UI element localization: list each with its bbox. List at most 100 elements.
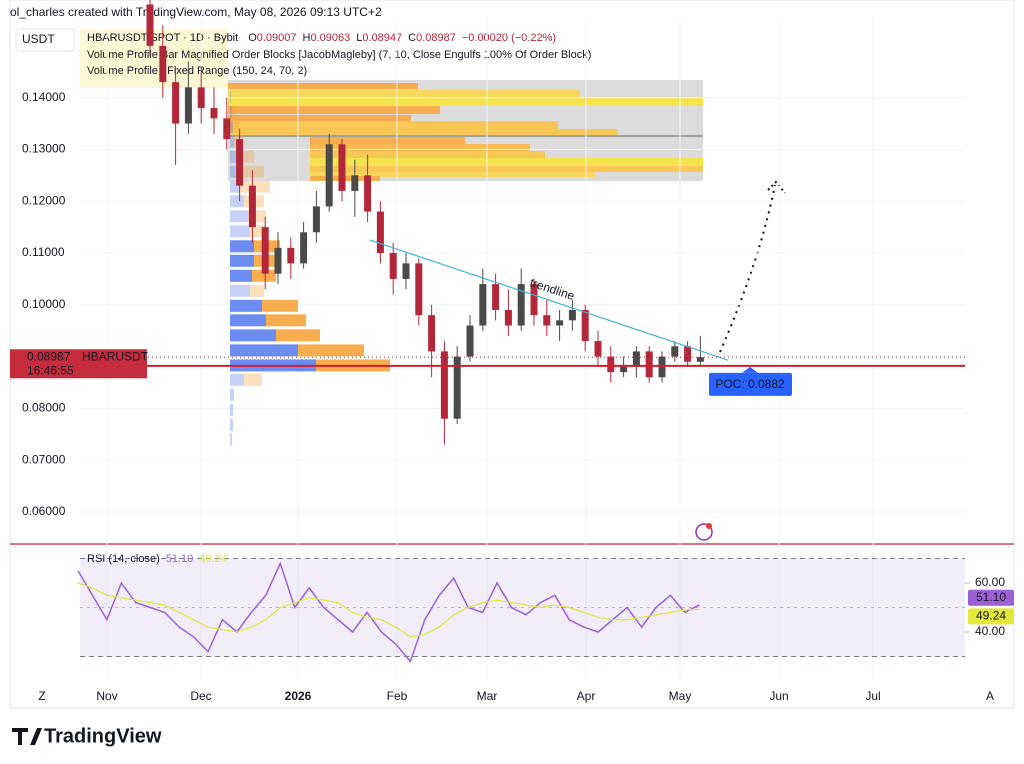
x-tick-label: May [669, 689, 692, 703]
rsi-tick-label: 60.00 [975, 575, 1005, 589]
rsi-value-box [968, 608, 1014, 625]
candle-body [184, 87, 192, 124]
candle-body [517, 284, 525, 326]
candle-body [223, 118, 231, 140]
currency: USDT [22, 32, 55, 46]
volume-down [244, 373, 262, 386]
legend-part: RSI (14, close) [87, 553, 160, 565]
candle-body [402, 263, 410, 279]
legend-symbol: HBARUSDT SPOT · 1D · Bybit O0.09007 H0.090… [87, 32, 556, 44]
event-icon[interactable] [695, 523, 713, 541]
candle-body [325, 144, 333, 207]
candle-body [210, 108, 218, 119]
candle-body [300, 232, 308, 264]
candle-body [684, 346, 692, 362]
y-tick-label: 0.07000 [22, 452, 66, 466]
volume-up [230, 254, 254, 267]
volume-down [250, 284, 264, 297]
legend-part: 0.08947 [362, 32, 402, 44]
candle-body [645, 351, 653, 378]
order-blocks [228, 80, 703, 181]
candle-body [632, 351, 640, 367]
rsi-tick-label: 40.00 [975, 624, 1005, 638]
candle-body [543, 315, 551, 326]
axis-button[interactable]: A [986, 689, 994, 703]
brand-name: TradingView [44, 725, 162, 747]
trendline [369, 239, 729, 361]
x-tick-label: Feb [387, 689, 408, 703]
candle-body [389, 253, 397, 279]
volume-up [230, 388, 234, 401]
volume-up [230, 314, 266, 327]
volume-up [230, 91, 231, 104]
currency-box[interactable] [15, 28, 75, 52]
candle-body [312, 206, 320, 233]
event-dot [706, 523, 712, 529]
rsi-value-label: 51.10 [976, 590, 1006, 604]
volume-up [230, 418, 233, 431]
volume-up [230, 121, 233, 134]
indicator-2: Volume Profile / Fixed Range (150, 24, 7… [87, 65, 307, 77]
candle-body [607, 356, 615, 373]
volume-down [298, 344, 364, 357]
projection-arrow-head [767, 180, 786, 194]
legend-part: C [408, 32, 416, 44]
candle-body [671, 346, 679, 357]
volume-up [230, 195, 244, 208]
poc-pointer [742, 366, 758, 373]
candle-body [287, 247, 295, 264]
volume-up [230, 165, 238, 178]
volume-down [232, 106, 235, 119]
candle-body [620, 366, 628, 373]
candle-body [338, 144, 346, 191]
y-tick-label: 0.06000 [22, 504, 66, 518]
volume-down [276, 329, 320, 342]
x-tick-label: Jun [769, 689, 788, 703]
rsi-value-box [968, 589, 1014, 606]
poc-box [709, 372, 792, 396]
candle-body [594, 341, 602, 357]
x-tick-label: Dec [190, 689, 211, 703]
last-price-symbol: HBARUSDT [82, 349, 149, 363]
countdown: 16:46:55 [27, 363, 74, 377]
legend-part: 0.09063 [310, 32, 350, 44]
legend-backdrop [80, 30, 228, 88]
candle-body [568, 309, 576, 321]
candle-body [504, 309, 512, 326]
candle-body [530, 284, 538, 316]
candle-body [428, 315, 436, 352]
candle-body [172, 82, 180, 124]
candle-body [479, 284, 487, 326]
y-tick-label: 0.08000 [22, 401, 66, 415]
candle-body [658, 356, 666, 378]
axis-button[interactable]: Z [38, 689, 45, 703]
x-tick-label: Apr [577, 689, 596, 703]
rsi-legend: RSI (14, close) 51.10 49.24 [87, 553, 227, 565]
candle-body [351, 175, 359, 191]
candle-body [146, 4, 154, 46]
candle-body [376, 211, 384, 254]
candle-body [274, 247, 282, 274]
volume-down [252, 269, 276, 282]
volume-up [230, 210, 248, 223]
x-tick-label: 2026 [285, 689, 312, 703]
x-tick-label: Nov [96, 689, 117, 703]
legend-part: L [356, 32, 362, 44]
indicator-1: Volume Profile Bar Magnified Order Block… [87, 49, 591, 61]
candle-body [581, 309, 589, 342]
volume-up [230, 403, 233, 416]
candle-body [261, 227, 269, 274]
volume-down [233, 121, 239, 134]
last-price-box [10, 349, 147, 379]
legend-part: −0.00020 (−0.22%) [462, 32, 556, 44]
legend-part: 51.10 [166, 553, 194, 565]
legend-part: H [303, 32, 311, 44]
y-tick-label: 0.10000 [22, 297, 66, 311]
volume-up [230, 329, 276, 342]
candle-body [159, 45, 167, 83]
candle-body [556, 320, 564, 326]
candle-body [248, 185, 256, 228]
candle-body [466, 325, 474, 357]
candle-body [364, 175, 372, 212]
